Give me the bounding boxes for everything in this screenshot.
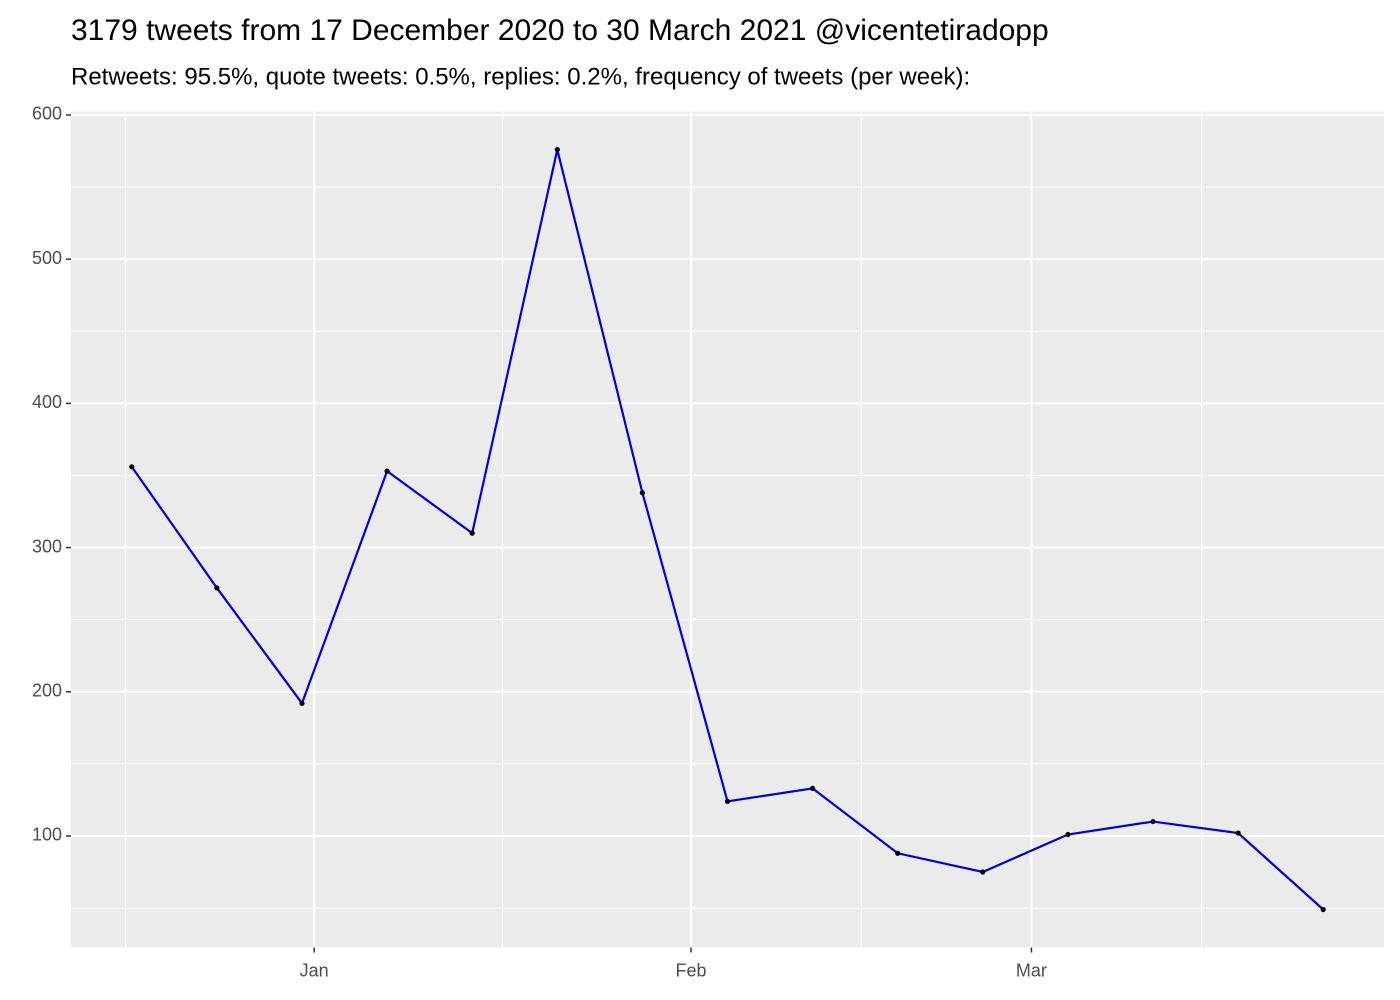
point <box>554 146 560 153</box>
x-tick-label: Feb <box>676 960 707 980</box>
y-tick-label: 600 <box>32 104 62 124</box>
x-tick-label: Mar <box>1016 960 1047 980</box>
point <box>980 869 986 875</box>
y-tick-label: 100 <box>32 825 62 845</box>
x-tick-label: Jan <box>300 960 329 980</box>
y-tick-label: 500 <box>32 248 62 268</box>
y-tick-label: 200 <box>32 681 62 701</box>
point <box>810 785 816 791</box>
point <box>384 468 390 474</box>
point <box>129 464 135 470</box>
point <box>1065 831 1071 838</box>
chart-title: 3179 tweets from 17 December 2020 to 30 … <box>71 14 1049 47</box>
grid <box>71 111 1384 948</box>
point <box>724 798 731 804</box>
point <box>1235 830 1241 836</box>
point <box>469 530 475 536</box>
point <box>1320 906 1326 913</box>
point <box>214 585 220 591</box>
point <box>639 490 645 496</box>
y-tick-label: 300 <box>32 536 62 556</box>
panel <box>71 111 1384 948</box>
point <box>895 850 901 856</box>
point <box>1150 818 1156 825</box>
chart-subtitle: Retweets: 95.5%, quote tweets: 0.5%, rep… <box>71 63 970 90</box>
point <box>299 700 305 706</box>
y-tick-label: 400 <box>32 392 62 412</box>
